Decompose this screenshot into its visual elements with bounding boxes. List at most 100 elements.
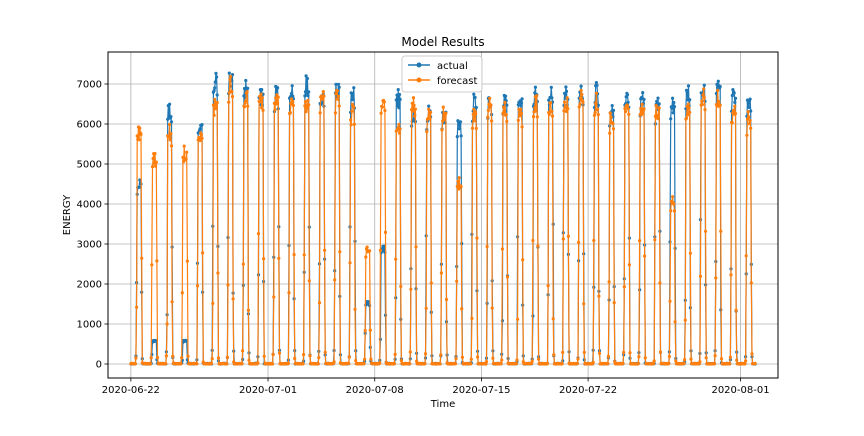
data-point-forecast	[719, 229, 723, 233]
data-point-forecast	[261, 108, 265, 112]
data-point-forecast	[484, 360, 489, 364]
legend: actual forecast	[401, 55, 483, 93]
data-point-forecast	[323, 248, 327, 252]
data-point-forecast	[624, 109, 628, 114]
data-point-forecast	[579, 88, 583, 93]
data-point-actual	[610, 104, 614, 108]
data-point-forecast	[169, 132, 173, 136]
data-point-forecast	[531, 238, 535, 243]
data-point-forecast	[308, 354, 312, 358]
data-point-forecast	[338, 250, 342, 254]
data-point-forecast	[577, 240, 581, 244]
data-point-forecast	[626, 107, 630, 111]
data-point-forecast	[702, 87, 706, 91]
data-point-forecast	[592, 238, 596, 243]
x-axis-label: Time	[430, 399, 455, 410]
data-point-forecast	[469, 362, 473, 366]
data-point-forecast	[151, 156, 155, 161]
data-point-forecast	[718, 103, 722, 107]
data-point-forecast	[140, 256, 144, 260]
data-point-forecast	[240, 362, 244, 366]
data-point-forecast	[323, 350, 327, 354]
data-point-forecast	[536, 244, 540, 248]
data-point-forecast	[502, 105, 506, 109]
data-point-forecast	[256, 361, 260, 365]
data-point-actual	[718, 84, 722, 89]
x-tick-label: 2020-07-08	[346, 385, 404, 396]
data-point-forecast	[411, 109, 415, 113]
data-point-forecast	[414, 245, 418, 249]
data-point-actual	[519, 101, 524, 105]
data-point-actual	[352, 86, 356, 90]
data-point-forecast	[273, 108, 277, 112]
data-point-forecast	[668, 299, 672, 303]
legend-actual-label: actual	[437, 61, 468, 72]
data-point-actual	[394, 98, 398, 102]
data-point-actual	[289, 92, 294, 96]
data-point-forecast	[455, 279, 459, 283]
data-point-actual	[395, 93, 399, 97]
data-point-forecast	[700, 103, 705, 107]
data-point-actual	[472, 92, 476, 96]
data-point-forecast	[379, 111, 383, 115]
data-point-forecast	[474, 111, 478, 116]
data-point-forecast	[561, 350, 565, 354]
data-point-forecast	[669, 209, 673, 213]
data-point-forecast	[516, 317, 520, 321]
data-point-actual	[334, 82, 338, 86]
data-point-forecast	[735, 358, 739, 362]
data-point-forecast	[516, 118, 520, 122]
data-point-forecast	[564, 109, 569, 114]
y-tick-label: 0	[96, 360, 102, 371]
data-point-forecast	[606, 362, 610, 366]
data-point-forecast	[444, 297, 449, 302]
data-point-forecast	[643, 254, 647, 258]
data-point-actual	[702, 83, 706, 87]
data-point-forecast	[225, 362, 229, 366]
data-point-forecast	[277, 256, 281, 260]
data-point-forecast	[247, 358, 251, 362]
data-point-forecast	[546, 284, 550, 288]
data-point-forecast	[365, 245, 369, 249]
data-point-actual	[246, 86, 250, 90]
data-point-forecast	[409, 287, 413, 291]
data-point-actual	[337, 85, 341, 89]
data-point-forecast	[671, 195, 675, 199]
data-point-forecast	[500, 358, 504, 362]
data-point-forecast	[519, 107, 523, 111]
x-tick-label: 2020-07-01	[239, 385, 297, 396]
data-point-actual	[670, 106, 674, 110]
data-point-forecast	[655, 113, 659, 118]
data-point-forecast	[274, 96, 278, 100]
data-point-actual	[549, 85, 553, 89]
data-point-forecast	[317, 301, 322, 305]
data-point-forecast	[133, 362, 137, 366]
data-point-forecast	[212, 113, 216, 117]
data-point-actual	[396, 88, 400, 92]
chart-title: Model Results	[401, 35, 484, 49]
data-point-forecast	[486, 108, 490, 112]
data-point-forecast	[674, 359, 678, 363]
data-point-forecast	[561, 237, 565, 241]
data-point-forecast	[394, 257, 398, 261]
data-point-forecast	[578, 102, 582, 106]
data-point-actual	[686, 84, 691, 88]
data-point-forecast	[519, 111, 524, 116]
data-point-forecast	[728, 362, 732, 366]
data-point-actual	[733, 96, 738, 100]
data-point-forecast	[623, 106, 627, 110]
data-point-forecast	[469, 357, 473, 361]
data-point-forecast	[199, 133, 203, 137]
data-point-forecast	[242, 105, 247, 109]
data-point-forecast	[533, 106, 537, 110]
data-point-actual	[747, 105, 751, 109]
data-point-forecast	[597, 294, 601, 298]
data-point-forecast	[594, 101, 598, 105]
data-point-forecast	[753, 361, 757, 365]
data-point-forecast	[333, 111, 337, 115]
data-point-forecast	[729, 273, 733, 277]
data-point-actual	[672, 100, 676, 105]
data-point-forecast	[503, 100, 507, 105]
data-point-forecast	[733, 104, 737, 108]
data-point-forecast	[423, 352, 428, 356]
